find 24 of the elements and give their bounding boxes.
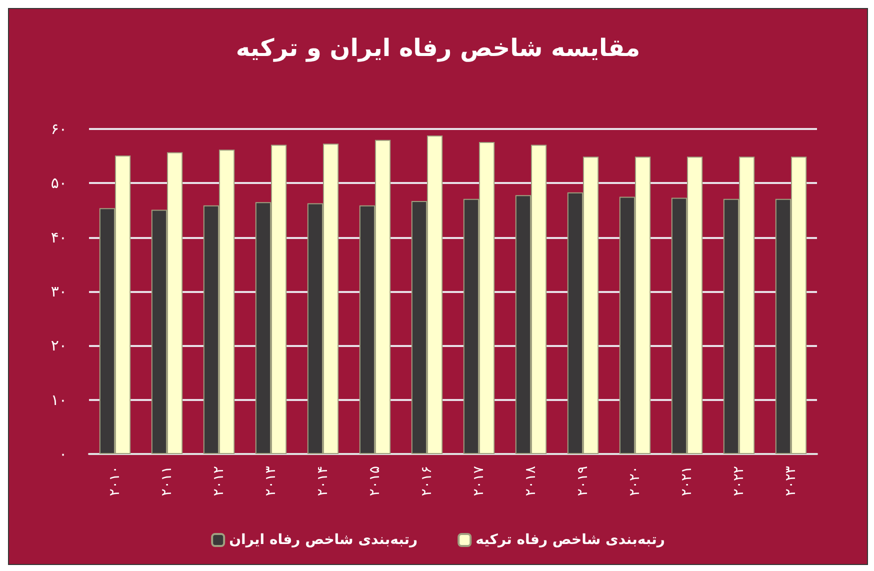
x-tick-label: ۲۰۱۰ <box>107 466 123 496</box>
x-tick-label: ۲۰۲۳ <box>783 466 799 496</box>
y-tick-label: ۶۰ <box>50 120 67 138</box>
x-tick-label: ۲۰۱۸ <box>523 466 539 496</box>
y-tick-label: ۳۰ <box>50 282 67 300</box>
x-tick-label: ۲۰۱۴ <box>315 466 331 496</box>
x-tick-label: ۲۰۱۶ <box>419 466 435 496</box>
y-tick-label: ۴۰ <box>50 228 67 246</box>
x-tick-label: ۲۰۲۰ <box>627 466 643 496</box>
y-tick-label: ۱۰ <box>50 390 67 409</box>
y-tick-label: ۲۰ <box>50 336 67 355</box>
x-tick-label: ۲۰۱۳ <box>263 466 279 496</box>
x-tick-label: ۲۰۱۷ <box>471 466 487 496</box>
y-tick-label: ۰ <box>58 445 67 463</box>
x-tick-label: ۲۰۱۱ <box>159 466 175 496</box>
chart-title: مقایسه شاخص رفاه ایران و ترکیه <box>236 34 640 62</box>
y-tick-label: ۵۰ <box>50 174 67 192</box>
x-tick-label: ۲۰۲۲ <box>731 466 747 496</box>
legend-label: رتبه‌بندی شاخص رفاه ایران <box>229 532 418 548</box>
x-tick-label: ۲۰۱۲ <box>211 466 227 496</box>
x-tick-label: ۲۰۱۹ <box>575 466 591 496</box>
x-tick-label: ۲۰۲۱ <box>679 466 695 496</box>
x-tick-label: ۲۰۱۵ <box>367 466 383 496</box>
legend-label: رتبه‌بندی شاخص رفاه ترکیه <box>476 532 665 548</box>
